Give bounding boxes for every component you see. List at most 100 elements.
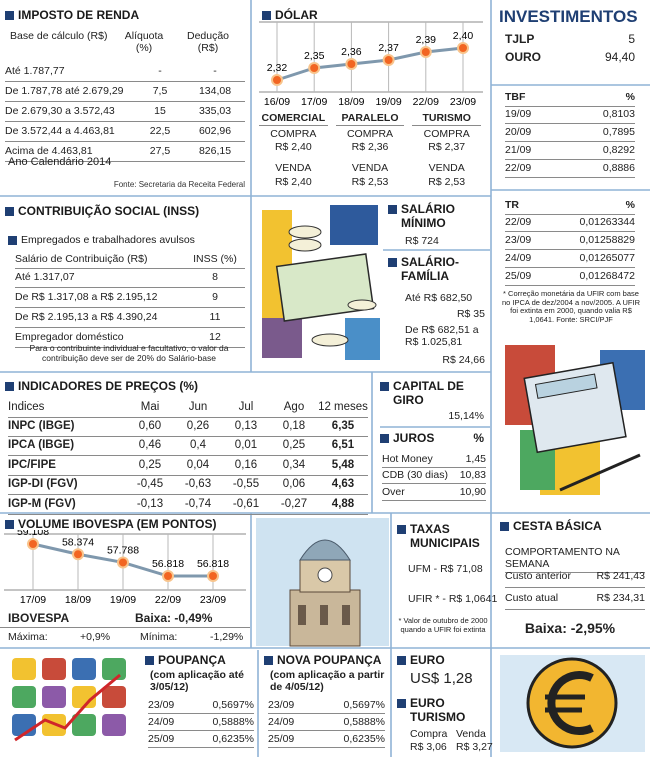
growth-illustration <box>12 658 126 742</box>
shape <box>72 686 96 708</box>
table-cell: TR <box>505 199 519 212</box>
value: R$ 24,66 <box>442 354 485 366</box>
data-label: 58.374 <box>62 536 94 548</box>
table-cell: 12 meses <box>318 400 368 413</box>
quote-value: R$ 2,40 <box>274 141 312 154</box>
data-point <box>162 570 174 582</box>
table-cell: 0,5888% <box>212 715 254 728</box>
label: Mínima: <box>140 631 178 643</box>
table-row: De R$ 1.317,08 a R$ 2.195,12 9 <box>15 288 245 308</box>
data-label: 57.788 <box>107 544 139 556</box>
table-cell: 25/09 <box>148 732 175 745</box>
table-cell: R$ 241,43 <box>596 570 645 583</box>
table-cell: De R$ 2.195,13 a R$ 4.390,24 <box>15 311 158 324</box>
data-label: 2,35 <box>304 50 325 62</box>
table-cell: 7,5 <box>152 85 168 98</box>
table-cell: TBF <box>505 91 526 104</box>
shape <box>347 299 377 311</box>
table-row: 23/09 0,5697% <box>268 697 385 714</box>
data-point <box>117 556 129 569</box>
shape <box>345 318 380 360</box>
shape <box>288 225 322 239</box>
table-row: 22/09 0,01263344 <box>505 214 635 232</box>
value: R$ 724 <box>405 235 439 247</box>
table-row: 25/09 0,6235% <box>268 731 385 748</box>
section-title: IMPOSTO DE RENDA <box>5 8 139 23</box>
table-cell: -0,61 <box>232 497 260 510</box>
table-cell: 24/09 <box>268 715 295 728</box>
table-row: TJLP 5 <box>505 31 635 49</box>
shape <box>275 253 375 322</box>
shape <box>102 658 126 680</box>
data-label: 2,36 <box>341 46 362 58</box>
table-cell: Jun <box>188 400 208 413</box>
table-cell: 24/09 <box>148 715 175 728</box>
savings-table: 23/09 0,5697% 24/09 0,5888% 25/09 0,6235% <box>148 697 254 748</box>
subtitle: (com aplicação até 3/05/12) <box>150 669 244 694</box>
quote-value: R$ 2,36 <box>351 141 389 154</box>
data-label: 2,39 <box>416 34 437 46</box>
value: R$ 3,06 <box>410 741 447 753</box>
inss-table: Até 1.317,07 8 De R$ 1.317,08 a R$ 2.195,1… <box>15 268 245 348</box>
table-cell: Índices <box>8 400 45 413</box>
table-row: IPC/FIPE 0,25 0,04 0,16 0,34 5,48 <box>8 456 368 476</box>
table-cell: -0,13 <box>136 497 164 510</box>
table-cell: 0,6235% <box>212 732 254 745</box>
column-header: Base de cálculo (R$) <box>10 30 108 42</box>
value: R$ 35 <box>456 308 485 320</box>
x-tick-label: 17/09 <box>20 594 46 606</box>
quote-value: R$ 2,40 <box>274 175 312 188</box>
table-cell: 22/09 <box>505 162 532 175</box>
table-cell: -0,74 <box>184 497 212 510</box>
table-cell: 23/09 <box>505 234 532 247</box>
x-tick-label: 17/09 <box>301 96 327 108</box>
value: UFIR * - R$ 1,0641 <box>408 593 498 605</box>
euro-illustration <box>500 655 645 752</box>
table-row: Acima de 4.463,81 27,5 826,15 <box>5 142 245 162</box>
table-cell: 0,18 <box>282 419 306 432</box>
quote-name: PARALELO <box>335 112 405 127</box>
data-point <box>72 548 84 561</box>
table-cell: 11 <box>209 311 221 324</box>
table-row: 24/09 0,5888% <box>148 714 254 731</box>
table-cell: IPCA (IBGE) <box>8 439 75 452</box>
quote-label: VENDA <box>275 162 312 175</box>
table-cell: 1,45 <box>465 452 486 465</box>
table-row: 22/09 0,8886 <box>505 160 635 178</box>
quote-value: R$ 2,53 <box>351 175 389 188</box>
x-tick-label: 19/09 <box>375 96 401 108</box>
table-row: Empregador doméstico 12 <box>15 328 245 348</box>
note: Ano Calendário 2014 <box>8 156 112 168</box>
section-title: VOLUME IBOVESPA (EM PONTOS) <box>5 517 216 532</box>
data-label: 2,40 <box>453 30 474 42</box>
shape <box>72 714 96 736</box>
table-cell: Até 1.317,07 <box>15 271 75 284</box>
table-row: De 1.787,78 até 2.679,29 7,5 134,08 <box>5 82 245 102</box>
table-row: TBF% <box>505 89 635 107</box>
table-cell: CDB (30 dias) <box>382 469 448 482</box>
data-label: 56.818 <box>197 558 229 570</box>
table-cell: Hot Money <box>382 452 433 465</box>
rule <box>0 627 250 628</box>
shape <box>298 605 306 625</box>
table-cell: 27,5 <box>149 145 171 158</box>
shape <box>262 318 302 358</box>
table-cell: 4,63 <box>331 478 355 491</box>
table-cell: Acima de 4.463,81 <box>5 145 93 158</box>
table-cell: 22/09 <box>505 216 532 229</box>
table-cell: Jul <box>238 400 254 413</box>
table-cell: 0,25 <box>138 458 162 471</box>
data-point <box>419 46 432 58</box>
section-title: CONTRIBUIÇÃO SOCIAL (INSS) <box>5 204 199 219</box>
table-row: Custo anterior R$ 241,43 <box>505 566 645 588</box>
data-label: 2,32 <box>267 62 288 74</box>
shape <box>12 686 36 708</box>
shape <box>102 714 126 736</box>
shape <box>523 361 627 454</box>
table-cell: INPC (IBGE) <box>8 419 75 432</box>
table-cell: TJLP <box>505 33 535 47</box>
x-tick-label: 22/09 <box>155 594 181 606</box>
shape <box>12 658 36 680</box>
quote-column: PARALELO COMPRA R$ 2,36 VENDA R$ 2,53 <box>332 112 409 196</box>
